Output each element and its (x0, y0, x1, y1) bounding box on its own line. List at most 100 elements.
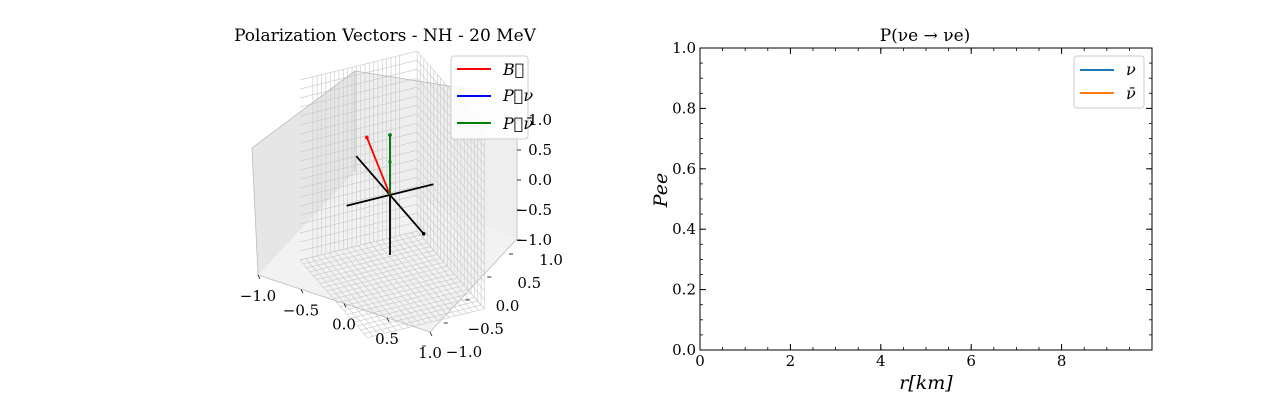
grid-line (299, 50, 418, 81)
vector-tip-P_nubar (388, 133, 392, 137)
grid-line (375, 241, 444, 320)
grid-line (387, 238, 456, 317)
left-legend-box (450, 55, 529, 140)
legend-label-nubar: ν̄ (1126, 84, 1136, 103)
y-tick-label: 0.8 (672, 99, 696, 117)
vector-B (366, 137, 391, 196)
z-tick-label: 1.0 (528, 111, 552, 129)
x-tick-mark (300, 289, 304, 294)
z-tick-label: 0.5 (528, 141, 552, 159)
grid-line (353, 293, 472, 323)
grid-line (299, 149, 418, 180)
legend-label-B: B⃗ (502, 60, 524, 79)
x-tick-label: −1.0 (240, 287, 276, 305)
right-chart-title: P(νe → νe) (880, 26, 971, 46)
right-x-ticks: 0 2 4 6 8 (695, 48, 1130, 370)
x-tick-label: 6 (966, 352, 976, 370)
grid-line (363, 304, 482, 335)
z-axis-ticks: −1.0 −0.5 0.0 0.5 1.0 (516, 111, 552, 249)
pane-edge (251, 70, 356, 149)
legend-label-nu: ν (1126, 60, 1136, 79)
y-tick-label: −0.5 (468, 320, 504, 338)
x-axis-label: r[km] (899, 372, 953, 394)
grid-line (299, 259, 368, 338)
grid-line (357, 296, 475, 327)
grid-line (358, 245, 427, 324)
grid-line (299, 167, 418, 198)
grid-line (299, 140, 418, 171)
x-tick-mark (429, 331, 433, 337)
grid-line (364, 244, 432, 322)
x-tick-label: 0 (695, 352, 705, 370)
grid-line (299, 194, 418, 225)
grid-line (416, 231, 485, 309)
grid-line (340, 277, 458, 307)
grid-line (393, 236, 462, 315)
y-tick-label: −1.0 (446, 343, 482, 361)
z-tick-label: −1.0 (516, 231, 552, 249)
x-tick-mark (386, 317, 390, 322)
axis-arrow-tip (421, 232, 426, 236)
grid-line (399, 235, 468, 314)
x-tick-mark (257, 274, 261, 280)
pane-group (251, 50, 518, 338)
grid-line (369, 242, 438, 321)
pane-floor (258, 172, 517, 332)
pane-edge (251, 147, 259, 276)
grid-line (299, 59, 418, 90)
grid-line (299, 68, 418, 99)
grid-line (299, 122, 418, 153)
grid-line (299, 230, 418, 261)
x-tick-label: 8 (1057, 352, 1067, 370)
y-axis-label: Pee (650, 173, 672, 208)
grid-line (299, 104, 418, 135)
grid-line (410, 232, 479, 311)
x-tick-label: −0.5 (283, 301, 319, 319)
polarization-3d-plot: Polarization Vectors - NH - 20 MeV −1.0−… (234, 26, 563, 362)
survival-probability-plot: P(νe → νe) 0 2 4 6 8 0.0 0.2 0.4 0.6 0.8 1.0 r[km… (650, 26, 1153, 394)
legend-label-P-nubar: P⃗ν̄ (502, 114, 533, 133)
x-tick-label: 0.5 (375, 330, 399, 348)
z-tick-label: 0.0 (528, 171, 552, 189)
right-legend: ν ν̄ (1073, 55, 1145, 109)
y-tick-label: 0.4 (672, 220, 696, 238)
grid-line (381, 239, 450, 318)
left-chart-title: Polarization Vectors - NH - 20 MeV (234, 26, 537, 46)
y-tick-label: 0.5 (517, 274, 541, 292)
grid-line (299, 77, 418, 108)
grid-line (299, 176, 418, 207)
x-tick-mark (343, 303, 347, 308)
y-tick-label: 0.0 (672, 341, 696, 359)
left-legend: B⃗ P⃗ν P⃗ν̄ (450, 55, 533, 140)
vector-midpoint-P_nubar (388, 160, 392, 164)
grid-line (299, 212, 418, 243)
y-tick-label: 1.0 (539, 251, 563, 269)
x-tick-label: 2 (786, 352, 796, 370)
grid-line (350, 289, 468, 319)
grid-line (416, 123, 485, 201)
vectors (365, 133, 392, 196)
y-tick-label: 0.2 (672, 281, 696, 299)
grid-line (347, 285, 465, 315)
grid-line (299, 158, 418, 189)
grid-line (299, 185, 418, 216)
grid-line (360, 300, 478, 331)
grid-line (299, 95, 418, 126)
y-axis-ticks: −1.0 −0.5 0.0 0.5 1.0 (422, 251, 563, 361)
pane-edge (429, 238, 518, 333)
y-tick-label: 0.6 (672, 160, 696, 178)
grid-line (416, 132, 485, 210)
grid-line (299, 131, 418, 162)
pane-left-wall (252, 71, 355, 275)
grid-line (299, 113, 418, 144)
y-tick-label: 1.0 (672, 39, 696, 57)
grid-line (299, 86, 418, 117)
vector-tip-B (365, 135, 369, 140)
y-tick-label: 0.0 (496, 297, 520, 315)
z-tick-label: −0.5 (516, 201, 552, 219)
grid-line (299, 221, 418, 252)
legend-label-P-nu: P⃗ν (502, 86, 533, 105)
grid-line (343, 281, 461, 311)
x-axis-ticks: −1.0 −0.5 0.0 0.5 1.0 (240, 274, 442, 362)
